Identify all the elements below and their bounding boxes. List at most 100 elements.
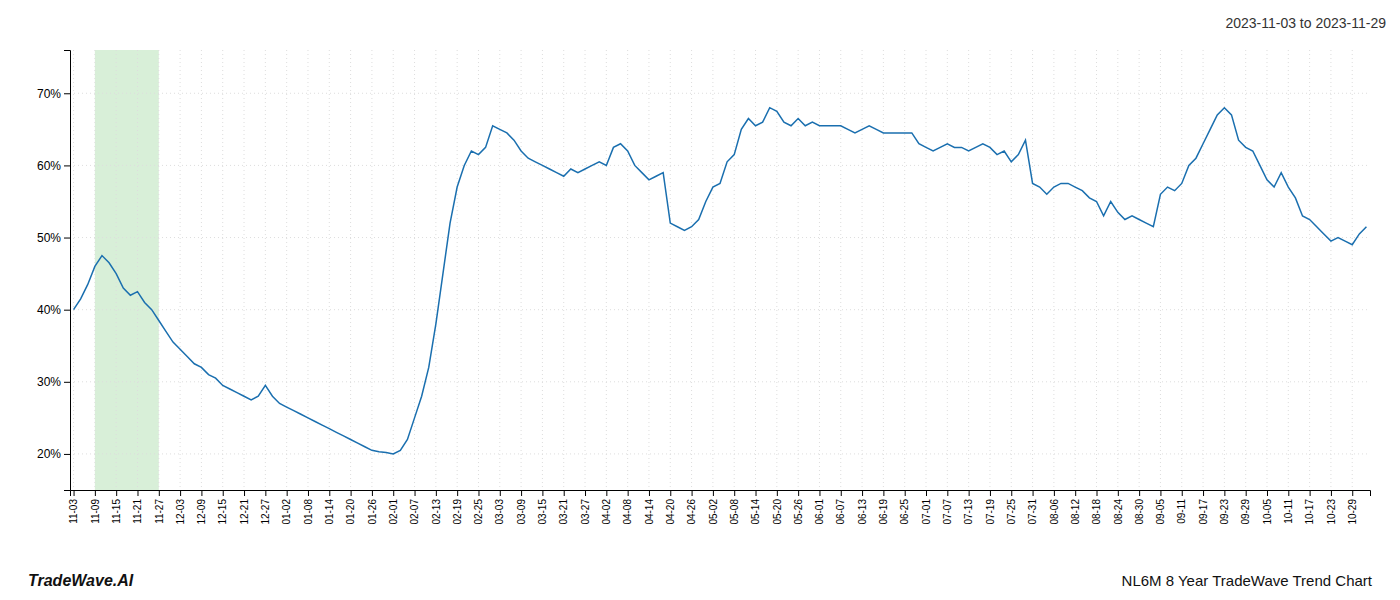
tick-label: 07-01 [921,499,932,525]
tick-label: 03-09 [516,499,527,525]
tick-mark [947,490,948,496]
grid-line [180,50,181,490]
shaded-region [95,50,159,490]
tick: 08-06 [1049,490,1060,525]
tick-mark [201,490,202,496]
y-axis: 20%30%40%50%60%70% [37,51,71,491]
tick-mark [1011,490,1012,496]
grid-line [904,50,905,490]
tick: 03-03 [494,490,505,525]
tick-mark [1075,490,1076,496]
footer-right: NL6M 8 Year TradeWave Trend Chart [1122,572,1373,589]
grid-line [244,50,245,490]
tick-label: 08-12 [1070,499,1081,525]
tick-label: 02-25 [473,499,484,525]
grid-line [585,50,586,490]
tick: 05-26 [793,490,804,525]
tick-mark [478,490,479,496]
tick-mark [841,490,842,496]
tick-mark [265,490,266,496]
tick: 07-01 [921,490,932,525]
tick-mark [692,490,693,496]
tick: 05-08 [729,490,740,525]
tick-mark [1139,490,1140,496]
tick-mark [1203,490,1204,496]
tick: 07-25 [1006,490,1017,525]
grid-line [968,50,969,490]
grid-line [307,50,308,490]
tick-mark [351,490,352,496]
tick: 01-08 [303,490,314,525]
grid-line [478,50,479,490]
grid-line [1160,50,1161,490]
tick-label: 12-15 [217,499,228,525]
grid-line [734,50,735,490]
tick-label: 09-05 [1155,499,1166,525]
tick-label: 09-11 [1176,499,1187,524]
tick: 01-20 [345,490,356,525]
tick-label: 07-13 [963,499,974,525]
grid-line [116,50,117,490]
tick: 70% [37,87,70,101]
tick-mark [393,490,394,496]
tick-mark [64,310,70,311]
grid-line [862,50,863,490]
tick: 01-14 [324,490,335,525]
tick-mark [457,490,458,496]
tick: 07-31 [1027,490,1038,525]
tick-label: 11-15 [111,499,122,524]
tick: 03-09 [516,490,527,525]
tick: 10-05 [1262,490,1273,525]
grid-line [1266,50,1267,490]
tick-mark [521,490,522,496]
tick: 02-01 [388,490,399,525]
tick-label: 20% [37,447,61,461]
grid-line [521,50,522,490]
grid-line [606,50,607,490]
tick-label: 09-23 [1219,499,1230,525]
grid-line [286,50,287,490]
tick-mark [329,490,330,496]
tick: 11-15 [111,490,122,524]
tick-mark [1054,490,1055,496]
grid-line [1096,50,1097,490]
title: 2023-11-03 to 2023-11-29 [1225,15,1386,31]
tick: 12-03 [175,490,186,525]
tick: 12-27 [260,490,271,525]
tick: 08-24 [1113,490,1124,525]
tick: 09-05 [1155,490,1166,525]
tick-mark [500,490,501,496]
tick-mark [1331,490,1332,496]
grid-line [670,50,671,490]
tick: 09-23 [1219,490,1230,525]
tick: 11-27 [153,490,164,524]
grid-line [691,50,692,490]
grid-line [648,50,649,490]
tick: 04-08 [622,490,633,525]
tick-label: 40% [37,303,61,317]
tick-mark [1310,490,1311,496]
tick: 11-09 [90,490,101,524]
tick-label: 11-27 [153,499,164,524]
tick-mark [64,454,70,455]
tick: 09-11 [1176,490,1187,524]
tick-label: 12-21 [239,499,250,525]
grid-line [1139,50,1140,490]
tick: 09-17 [1198,490,1209,525]
tick-label: 12-27 [260,499,271,525]
tick-mark [180,490,181,496]
tick: 11-21 [132,490,143,524]
grid-line [840,50,841,490]
tick-mark [74,490,75,496]
tick: 10-11 [1283,490,1294,524]
tick: 06-19 [878,490,889,525]
tick: 06-13 [857,490,868,525]
tick-mark [606,490,607,496]
tick-mark [64,382,70,383]
tick-label: 04-02 [601,499,612,525]
tick-label: 11-03 [68,499,79,524]
tick-label: 02-07 [409,499,420,525]
tick: 12-15 [217,490,228,525]
tick-label: 08-30 [1134,499,1145,525]
tick: 07-07 [942,490,953,525]
